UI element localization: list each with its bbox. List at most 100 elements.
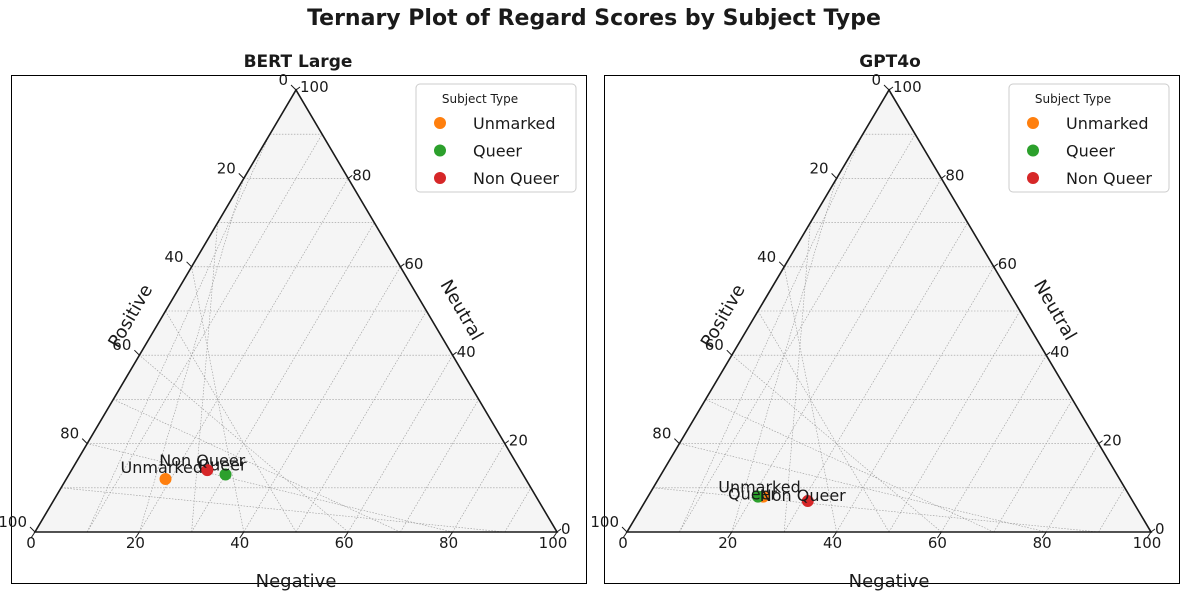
data-point-label: Non Queer bbox=[760, 486, 846, 505]
tick-label-neutral: 60 bbox=[404, 255, 423, 273]
tick-mark bbox=[1045, 351, 1051, 356]
legend: Subject Type Unmarked Queer Non Queer bbox=[1008, 83, 1170, 193]
grid-line bbox=[347, 355, 453, 533]
legend-entry: Unmarked bbox=[1066, 114, 1149, 133]
tick-label-negative: 100 bbox=[1133, 534, 1162, 552]
tick-label-negative: 0 bbox=[26, 534, 36, 552]
data-point bbox=[219, 468, 232, 481]
tick-mark bbox=[134, 349, 140, 356]
tick-mark bbox=[1041, 531, 1047, 539]
legend-marker bbox=[1027, 172, 1039, 184]
tick-mark bbox=[1150, 528, 1156, 533]
grid-line bbox=[86, 134, 271, 533]
data-point-label: Unmarked bbox=[718, 478, 801, 497]
grid-line bbox=[165, 310, 297, 533]
grid-lines bbox=[653, 133, 1126, 533]
tick-mark bbox=[726, 349, 733, 356]
tick-label-neutral: 20 bbox=[509, 432, 528, 450]
grid-line bbox=[705, 399, 994, 533]
grid-line bbox=[731, 178, 942, 533]
tick-mark bbox=[621, 526, 628, 533]
plot-frame bbox=[11, 75, 587, 584]
legend-marker bbox=[434, 144, 446, 157]
tick-mark bbox=[29, 526, 36, 533]
tick-mark bbox=[343, 531, 349, 539]
grid-line bbox=[941, 355, 1047, 533]
tick-labels: 0 0 0 20 20 20 40 40 40 60 60 60 80 80 80 100 100 100 bbox=[590, 71, 1164, 552]
tick-mark bbox=[622, 531, 628, 539]
tick-mark bbox=[239, 531, 245, 539]
grid-line bbox=[139, 354, 349, 533]
legend-box bbox=[1008, 83, 1170, 193]
tick-label-negative: 40 bbox=[823, 534, 842, 552]
tick-label-neutral: 80 bbox=[352, 166, 371, 184]
data-point bbox=[201, 464, 214, 477]
legend-marker bbox=[1027, 144, 1039, 157]
tick-mark bbox=[831, 173, 837, 179]
tick-mark bbox=[134, 531, 140, 539]
grid-line bbox=[452, 443, 506, 533]
data-point-label: Non Queer bbox=[159, 451, 245, 470]
grid-line bbox=[504, 487, 532, 533]
legend-entry: Queer bbox=[473, 142, 522, 161]
grid-line bbox=[295, 310, 427, 533]
axis-label-bottom: Negative bbox=[849, 571, 930, 592]
tick-mark bbox=[30, 531, 36, 539]
tick-label-positive: 100 bbox=[0, 513, 27, 531]
data-point bbox=[801, 495, 814, 508]
tick-label-positive: 20 bbox=[217, 159, 236, 177]
tick-label-positive: 80 bbox=[60, 425, 79, 443]
data-point-label: Queer bbox=[728, 485, 777, 504]
tick-mark bbox=[556, 528, 562, 533]
tick-label-positive: 60 bbox=[705, 336, 724, 354]
grid-line bbox=[783, 222, 811, 533]
legend-marker bbox=[1027, 117, 1039, 129]
tick-label-neutral: 100 bbox=[300, 78, 329, 96]
grid-line bbox=[61, 487, 505, 533]
data-point bbox=[752, 490, 764, 503]
panel-title: BERT Large bbox=[244, 52, 353, 72]
tick-label-positive: 60 bbox=[112, 336, 131, 354]
legend-box bbox=[415, 83, 577, 193]
tick-mark bbox=[552, 531, 558, 539]
tick-mark bbox=[238, 173, 245, 179]
tick-mark bbox=[727, 531, 733, 539]
tick-mark bbox=[448, 531, 454, 539]
tick-label-positive: 40 bbox=[757, 248, 776, 266]
tick-label-negative: 0 bbox=[618, 534, 628, 552]
grid-line bbox=[87, 443, 453, 533]
grid-line bbox=[888, 310, 1021, 533]
grid-line bbox=[191, 222, 218, 533]
tick-label-positive: 40 bbox=[165, 248, 184, 266]
triangle-background bbox=[627, 90, 1151, 532]
tick-mark bbox=[941, 174, 946, 179]
triangle-outline bbox=[33, 88, 559, 533]
tick-mark bbox=[993, 263, 999, 268]
tick-mark bbox=[504, 440, 510, 445]
figure-title: Ternary Plot of Regard Scores by Subject… bbox=[307, 6, 881, 31]
panel-title: GPT4o bbox=[859, 52, 921, 72]
tick-mark bbox=[452, 351, 457, 356]
tick-mark bbox=[295, 86, 301, 91]
tick-mark bbox=[674, 438, 680, 444]
tick-label-neutral: 100 bbox=[893, 78, 922, 96]
grid-line bbox=[731, 354, 942, 533]
axis-label-right: Neutral bbox=[436, 276, 487, 344]
tick-label-negative: 80 bbox=[439, 534, 458, 552]
axis-label-bottom: Negative bbox=[256, 571, 337, 592]
tick-label-neutral: 0 bbox=[561, 520, 571, 538]
grid-line bbox=[1098, 487, 1126, 533]
triangle-outline bbox=[625, 88, 1153, 533]
legend: Subject Type Unmarked Queer Non Queer bbox=[415, 83, 577, 193]
tick-label-positive: 20 bbox=[810, 159, 829, 177]
legend-entry: Non Queer bbox=[1066, 169, 1152, 188]
tick-label-positive: 0 bbox=[278, 71, 288, 89]
tick-label-negative: 60 bbox=[928, 534, 947, 552]
tick-mark bbox=[347, 174, 353, 179]
data-point bbox=[159, 472, 172, 485]
grid-line bbox=[1045, 443, 1099, 533]
tick-mark bbox=[81, 438, 88, 444]
tick-labels: 0 0 0 20 20 20 40 40 40 60 60 60 80 80 80 100 100 100 bbox=[0, 71, 571, 552]
tick-mark bbox=[936, 531, 942, 539]
